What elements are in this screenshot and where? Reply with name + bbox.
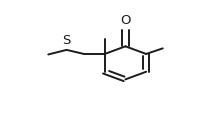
- Text: S: S: [62, 34, 71, 47]
- Text: O: O: [120, 14, 131, 27]
